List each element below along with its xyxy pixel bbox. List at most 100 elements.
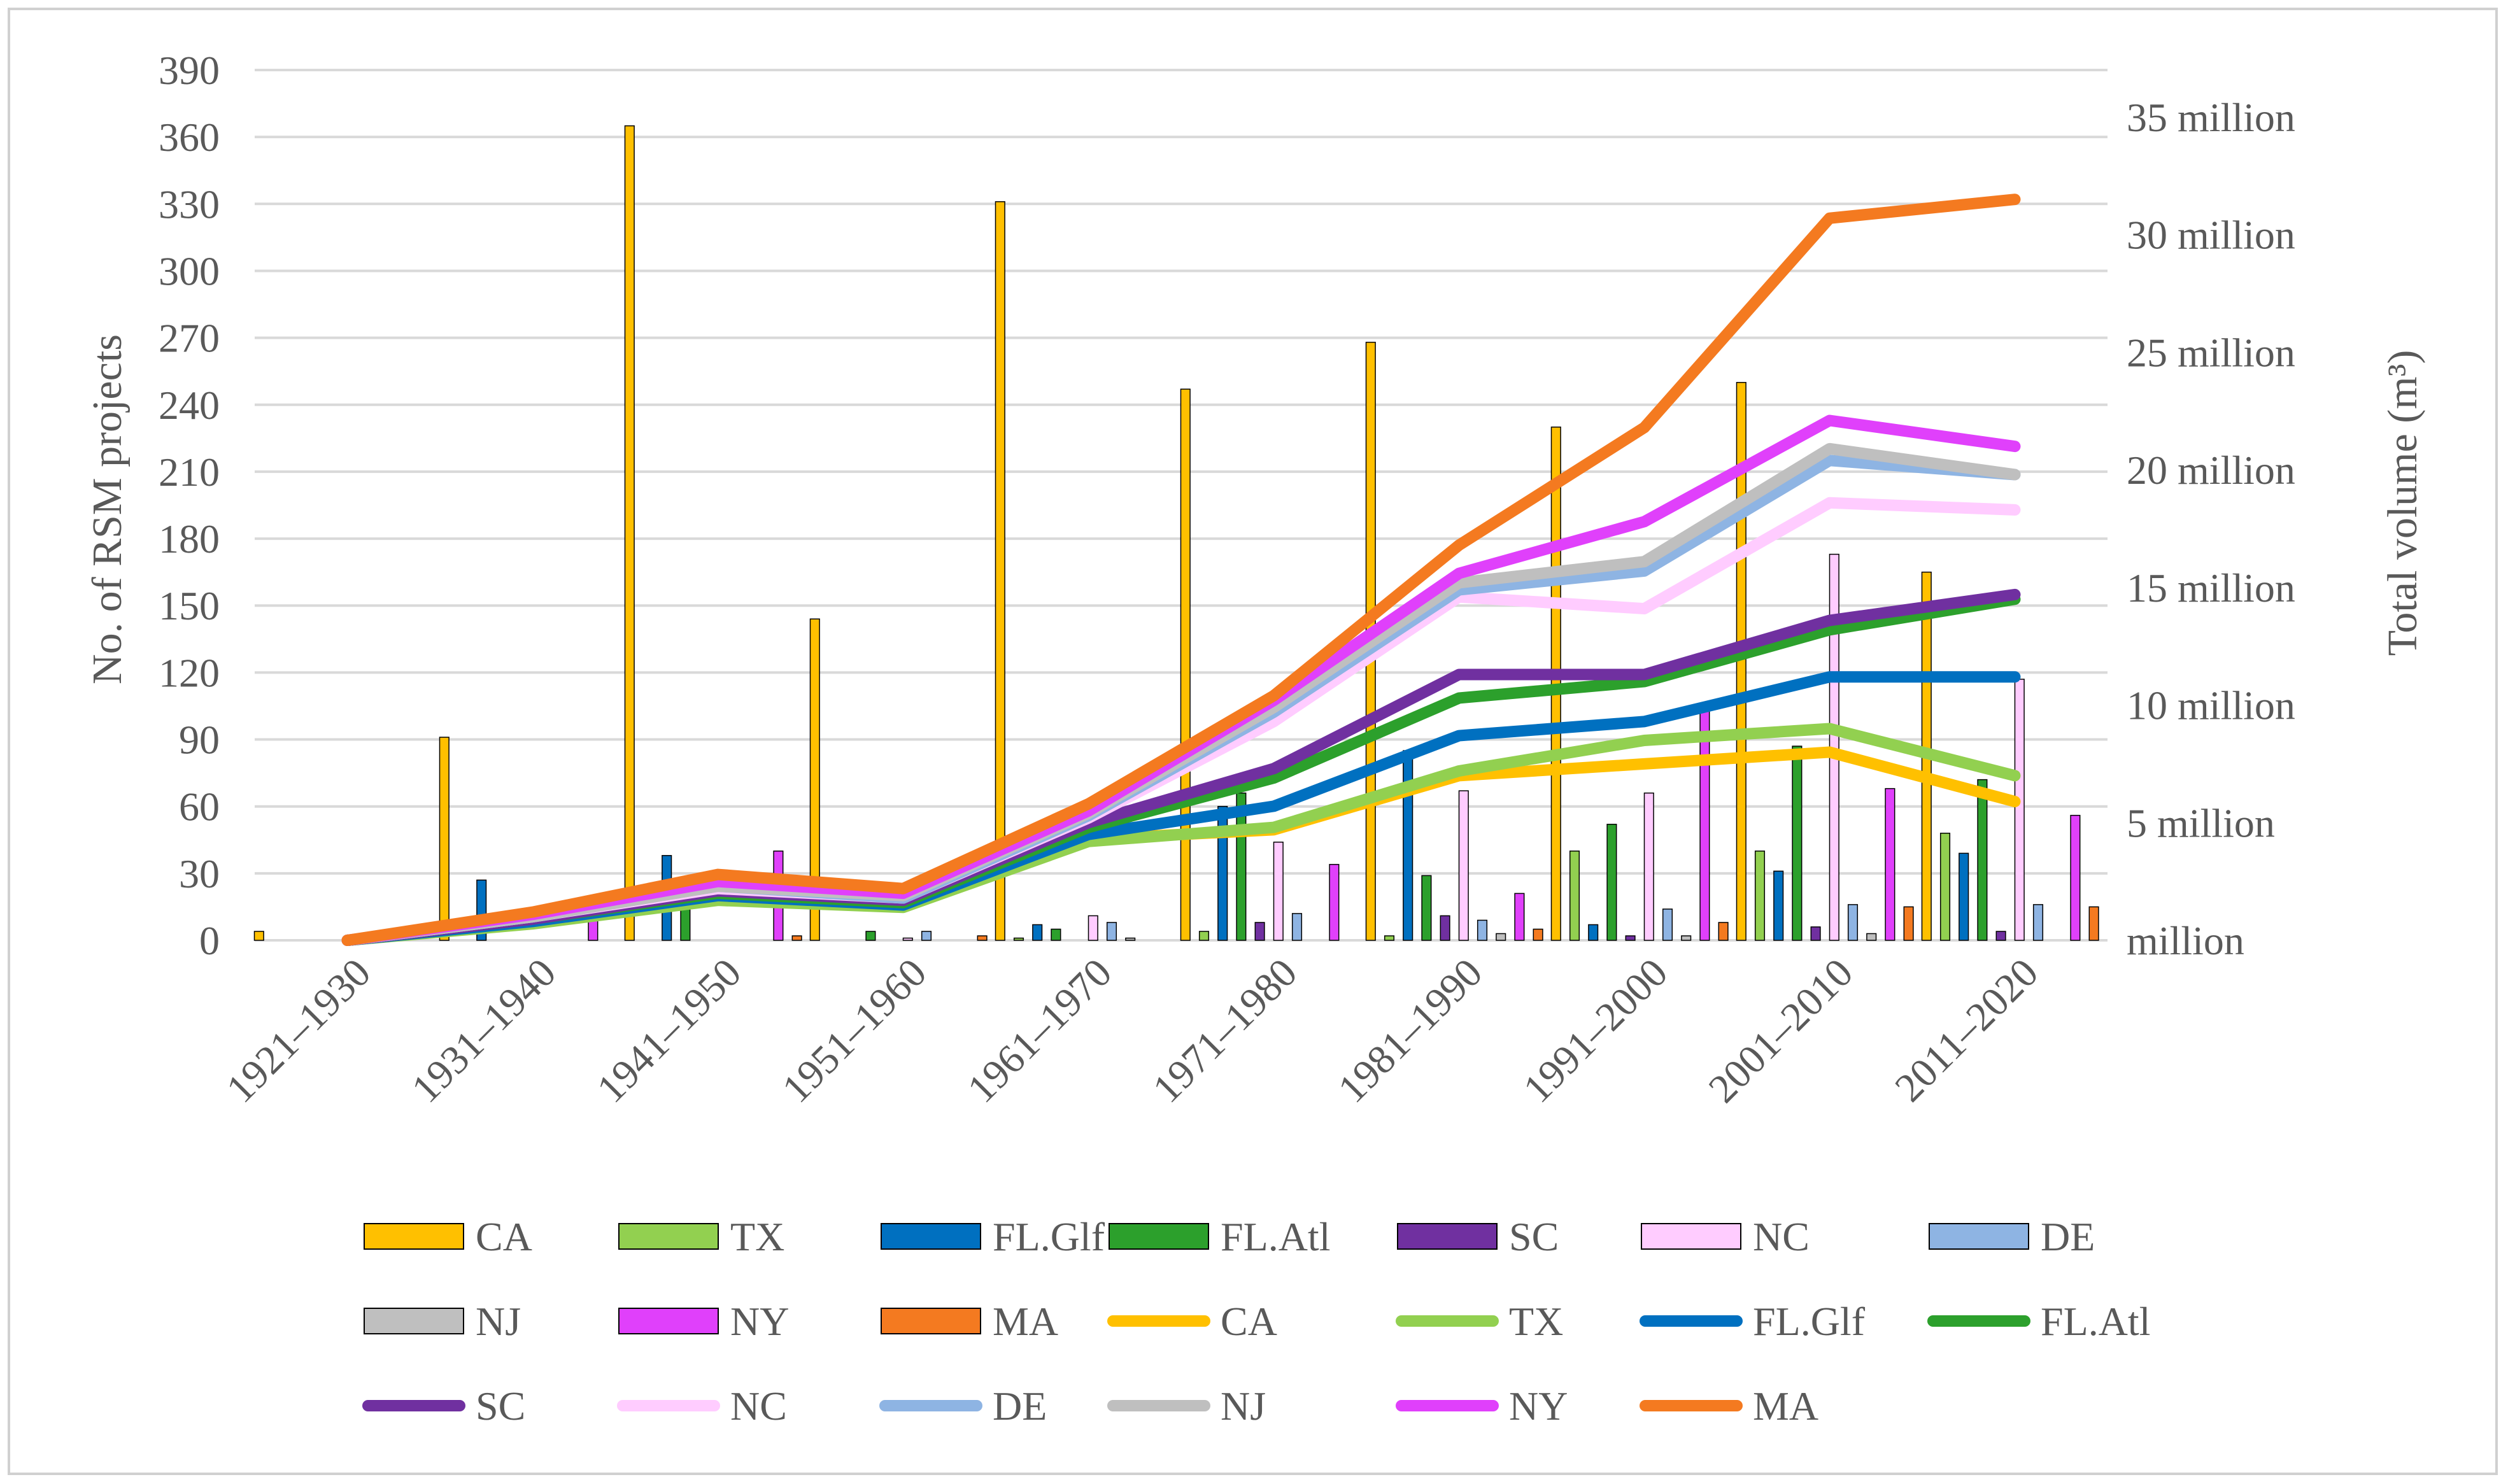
bar-ma [2088,906,2099,941]
y-tick-label: 60 [179,784,220,830]
bar-ma [1718,922,1729,941]
bar-nc [1643,792,1654,941]
bar-de [1662,908,1673,941]
bar-ma [791,935,802,941]
legend-label: CA [476,1214,532,1259]
legend-label: FL.Glf [993,1214,1105,1259]
bar-nj [1681,935,1692,941]
legend-label: DE [993,1383,1047,1429]
bar-fl-glf [1588,924,1599,941]
legend-label: FL.Glf [1753,1299,1866,1344]
legend-label: FL.Atl [2041,1299,2150,1344]
bar-fl-glf [1773,870,1784,941]
legend-swatch-bar [1397,1223,1498,1250]
bar-sc [1625,935,1636,941]
bar-tx [1384,935,1395,941]
bar-tx [1939,833,1951,941]
y2-tick-label: million [2127,918,2244,963]
legend-label: SC [1509,1214,1559,1259]
bar-fl-glf [1217,805,1228,941]
y-tick-label: 30 [179,851,220,896]
bars [253,125,2099,941]
y-tick-label: 360 [159,115,220,160]
bar-de [1106,922,1117,941]
y2-tick-label: 25 million [2127,330,2295,375]
y-tick-label: 120 [159,650,220,695]
x-tick-label: 1991–2000 [1515,950,1676,1112]
legend-label: NJ [1221,1383,1266,1429]
legend-label: NY [1509,1383,1568,1429]
legend-label: MA [993,1299,1058,1344]
bar-ny [2070,814,2081,941]
y-axis-title: No. of RSM projects [84,334,131,684]
legend-swatch-bar [364,1308,464,1334]
bar-nc [2014,679,2025,941]
bar-sc [1810,926,1821,941]
x-tick-label: 1921–1930 [218,950,379,1112]
bar-ma [977,935,988,941]
bar-fl-atl [1977,779,1988,941]
legend-label: SC [476,1383,525,1429]
bar-fl-glf [1032,924,1043,941]
y-tick-label: 240 [159,383,220,428]
bar-de [1477,919,1488,941]
y-axis-ticks: 0 30 60 90 120 150 180 210 240 270 300 330 360 390 [159,48,220,963]
series-lines [341,194,2021,946]
bar-ca [995,201,1005,941]
y-tick-label: 0 [199,918,220,963]
y-tick-label: 180 [159,516,220,562]
bar-de [921,931,932,941]
bar-ca [439,737,450,941]
y-tick-label: 270 [159,316,220,361]
legend-label: TX [1509,1299,1563,1344]
bar-nc [902,937,913,941]
bar-de [1847,904,1859,941]
y-tick-label: 150 [159,583,220,628]
bar-ma [1533,928,1543,941]
bar-sc [1995,931,2006,941]
bar-fl-atl [1606,823,1617,941]
line-ma [341,194,2021,946]
x-tick-label: 1951–1960 [774,950,935,1112]
bar-ca [1180,388,1191,941]
legend-swatch-bar [881,1308,981,1334]
bar-tx [1013,937,1024,941]
bar-tx [1569,851,1580,941]
legend-swatch-bar [1929,1223,2029,1250]
bar-de [1291,913,1303,941]
y-tick-label: 330 [159,181,220,227]
legend-label: TX [730,1214,784,1259]
bar-tx [1754,851,1766,941]
x-tick-label: 1971–1980 [1144,950,1306,1112]
bar-fl-glf [1959,852,1969,941]
y2-tick-label: 15 million [2127,565,2295,611]
x-tick-label: 1961–1970 [959,950,1121,1112]
legend-swatch-bar [881,1223,981,1250]
bar-nj [1496,933,1506,941]
y-tick-label: 90 [179,717,220,763]
bar-nj [1866,933,1877,941]
legend-label: NJ [476,1299,521,1344]
bar-fl-atl [865,931,876,941]
bar-ca [624,125,635,941]
bar-ca [253,931,264,941]
legend-swatch-bar [618,1223,719,1250]
y-tick-label: 390 [159,48,220,93]
bar-ny [1329,864,1340,941]
x-tick-label: 1941–1950 [588,950,750,1112]
y2-tick-label: 35 million [2127,95,2295,140]
y2-axis-title: Total volume (m³) [2379,350,2426,656]
bar-de [2032,904,2044,941]
legend-label: MA [1753,1383,1818,1429]
bar-nc [1088,915,1098,941]
legend-label: NC [1753,1214,1810,1259]
bar-sc [1440,915,1450,941]
legend: CA TX FL.Glf FL.Atl SC NC DE NJ NY MA CA TX FL.Glf FL… [362,1214,2150,1429]
legend-swatch-bar [1109,1223,1209,1250]
bar-fl-atl [1792,746,1803,941]
legend-label: DE [2041,1214,2095,1259]
y2-tick-label: 5 million [2127,800,2275,845]
y2-tick-label: 10 million [2127,683,2295,728]
legend-label: FL.Atl [1221,1214,1330,1259]
